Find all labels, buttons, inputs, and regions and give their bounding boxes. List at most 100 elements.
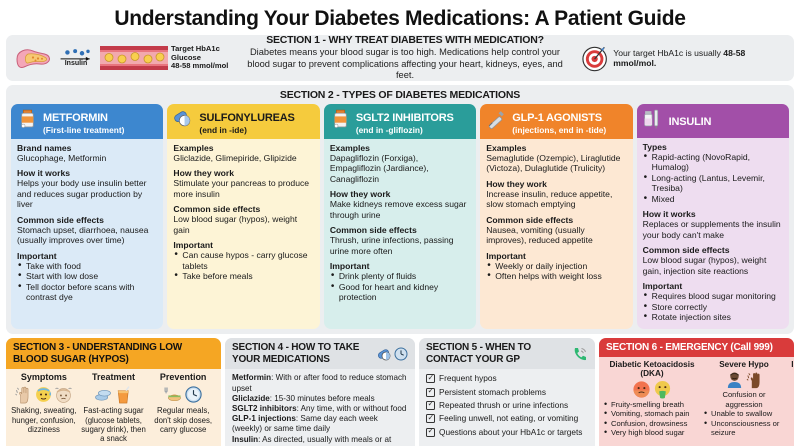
card-subtitle: (First-line treatment) <box>43 124 125 135</box>
card-group-list-item: Take before meals <box>173 270 313 283</box>
dka-icons <box>604 379 700 400</box>
injection-pen-icon <box>488 111 505 130</box>
card-group-text: Stomach upset, diarrhoea, nausea (usuall… <box>17 224 149 246</box>
card-header: INSULIN <box>636 104 790 138</box>
card-group-label: Examples <box>486 142 527 153</box>
checkbox-icon[interactable] <box>426 373 435 384</box>
medication-timing-line: GLP-1 injections: Same day each week (we… <box>232 414 408 434</box>
section-2: SECTION 2 - TYPES OF DIABETES MEDICATION… <box>6 85 794 334</box>
card-group-text: Helps your body use insulin better and r… <box>17 178 147 210</box>
card-group-text: Thrush, urine infections, passing urine … <box>329 235 454 256</box>
card-header: METFORMIN (First-line treatment) <box>11 104 164 139</box>
card-group-label: Common side effects <box>173 204 261 215</box>
card-body: Examples Semaglutide (Ozempic), Liragluti… <box>480 139 632 329</box>
medication-card-sglt2-inhibitors[interactable]: SGLT2 INHIBITORS (end in -gliflozin) Examp… <box>323 104 477 329</box>
injection-pen-icon <box>486 108 507 134</box>
card-group-text: Glucophage, Metformin <box>17 152 107 163</box>
pancreas-icon <box>16 49 50 68</box>
medication-card-metformin[interactable]: METFORMIN (First-line treatment) Brand nam… <box>11 104 164 329</box>
card-header: SGLT2 INHIBITORS (end in -gliflozin) <box>323 104 477 139</box>
dka-symptom: Fruity-smelling breath <box>604 399 700 410</box>
card-subtitle: (end in -gliflozin) <box>355 124 423 135</box>
confused-person-icon <box>727 372 742 389</box>
gp-checklist-item[interactable]: Frequent hypos <box>426 373 588 384</box>
gp-checklist-item[interactable]: Persistent stomach problems <box>426 386 588 398</box>
card-header-text: GLP-1 AGONISTS (injections, end in -tide) <box>512 108 606 135</box>
shaking-hand-icon <box>15 386 29 404</box>
gp-checklist-item[interactable]: Questions about your HbA1c or targets <box>426 426 588 438</box>
dka-title: Diabetic Ketoacidosis (DKA) <box>609 359 695 379</box>
timing-drug-name: Gliclazide <box>232 393 270 403</box>
card-group-label: Important <box>329 261 370 272</box>
card-group-label: Important <box>486 250 526 261</box>
timing-instruction: : With or after food to reduce stomach u… <box>232 373 407 393</box>
checkbox-icon[interactable] <box>426 386 435 397</box>
card-header: SULFONYLUREAS (end in -ide) <box>167 104 320 139</box>
card-group-text: Increase insulin, reduce appetite, slow … <box>486 188 613 210</box>
section-1-heading: SECTION 1 - WHY TREAT DIABETES WITH MEDI… <box>266 34 544 47</box>
card-group-label: How they work <box>329 189 391 200</box>
section-1-target-note: Your target HbA1c is usually 48-58 mmol/… <box>581 44 786 72</box>
section-6-emergency: SECTION 6 - EMERGENCY (Call 999) Diabeti… <box>599 337 794 446</box>
card-group-list-item: Requires blood sugar monitoring <box>643 290 783 303</box>
checkbox-icon[interactable] <box>426 399 435 410</box>
blood-vessel-icon <box>100 46 168 70</box>
card-group-text: Dapagliflozin (Forxiga), Empagliflozin (… <box>329 152 429 184</box>
insulin-arrow-label: Insulin <box>64 60 88 67</box>
card-header-text: SGLT2 INHIBITORS (end in -gliflozin) <box>356 108 454 135</box>
severe-hypo-sublist: Unable to swallowUnconsciousness or seiz… <box>704 408 784 438</box>
gp-checklist-label: Questions about your HbA1c or targets <box>439 426 583 437</box>
card-group-list: Take with foodStart with low doseTell do… <box>17 260 157 303</box>
card-group-list-item: Can cause hypos - carry glucose tablets <box>173 249 313 271</box>
page-title: Understanding Your Diabetes Medications:… <box>114 7 686 30</box>
card-group-list-item: Tell doctor before scans with contrast d… <box>17 281 157 303</box>
hypo-column-icons <box>11 383 77 405</box>
sugary-drink-icon <box>117 385 130 404</box>
capsule-icon <box>174 111 191 127</box>
insulin-glucose-diagram: Insulin Target HbA1c Glucose 48-58 mmol/… <box>14 43 229 73</box>
section-5-checklist: Frequent hypos Persistent stomach problem… <box>419 369 595 443</box>
severe-hypo-title: Severe Hypo <box>719 359 769 369</box>
medication-card-glp-1-agonists[interactable]: GLP-1 AGONISTS (injections, end in -tide)… <box>480 104 633 329</box>
timing-drug-name: Insulin <box>232 434 259 444</box>
section-5-contact-gp: SECTION 5 - WHEN TO CONTACT YOUR GP Freq… <box>419 337 595 446</box>
card-group-list-item: Mixed <box>643 193 783 206</box>
section-4-heading: SECTION 4 - HOW TO TAKE YOUR MEDICATIONS <box>232 341 360 365</box>
hypo-column-title: Symptoms <box>20 372 67 383</box>
sweating-face-icon <box>36 386 52 402</box>
card-group-label: How they work <box>486 178 547 189</box>
card-group-list-item: Rotate injection sites <box>643 311 783 324</box>
dka-symptom: Very high blood sugar <box>604 427 700 438</box>
card-group-label: Common side effects <box>329 225 417 236</box>
checkbox-icon[interactable] <box>426 413 435 424</box>
timing-instruction: : Same day each week (weekly) or same ti… <box>232 414 378 434</box>
medication-card-insulin[interactable]: INSULIN TypesRapid-acting (NovoRapid, Hum… <box>636 104 790 329</box>
card-group-label: Examples <box>173 142 214 153</box>
medication-card-sulfonylureas[interactable]: SULFONYLUREAS (end in -ide) Examples Glicla… <box>167 104 320 329</box>
injection-sites-title: Injection Sites <box>791 359 794 369</box>
card-header-text: SULFONYLUREAS (end in -ide) <box>199 108 294 135</box>
card-group-text: Replaces or supplements the insulin your… <box>642 219 781 240</box>
card-group-list: Rapid-acting (NovoRapid, Humalog)Long-ac… <box>643 151 783 206</box>
pill-bottle-icon <box>330 108 351 134</box>
vial-syringe-icon <box>643 108 664 134</box>
card-header-text: INSULIN <box>669 112 712 130</box>
medication-timing-line: Gliclazide: 15-30 minutes before meals <box>232 394 408 404</box>
section-6-columns: Diabetic Ketoacidosis (DKA) <box>599 357 794 442</box>
target-icon <box>582 46 607 72</box>
card-group-label: Common side effects <box>642 245 730 256</box>
card-group-label: How they work <box>173 168 235 179</box>
gp-checklist-item[interactable]: Feeling unwell, not eating, or vomiting <box>426 413 588 424</box>
shaking-hand-icon <box>746 372 760 388</box>
hypo-column-icons <box>81 383 147 405</box>
timing-drug-name: GLP-1 injections <box>232 414 296 424</box>
clock-icon <box>394 347 408 361</box>
section-4-instructions: Metformin: With or after food to reduce … <box>225 369 415 446</box>
card-group-label: Important <box>173 240 214 251</box>
meal-icon <box>164 387 181 401</box>
card-header: GLP-1 AGONISTS (injections, end in -tide) <box>480 104 633 139</box>
gp-checklist-item[interactable]: Repeated thrush or urine infections <box>426 399 588 411</box>
card-group-text: Gliclazide, Glimepiride, Glipizide <box>173 152 297 163</box>
checkbox-icon[interactable] <box>426 426 435 437</box>
timing-instruction: : Any time, with or without food <box>296 403 407 413</box>
